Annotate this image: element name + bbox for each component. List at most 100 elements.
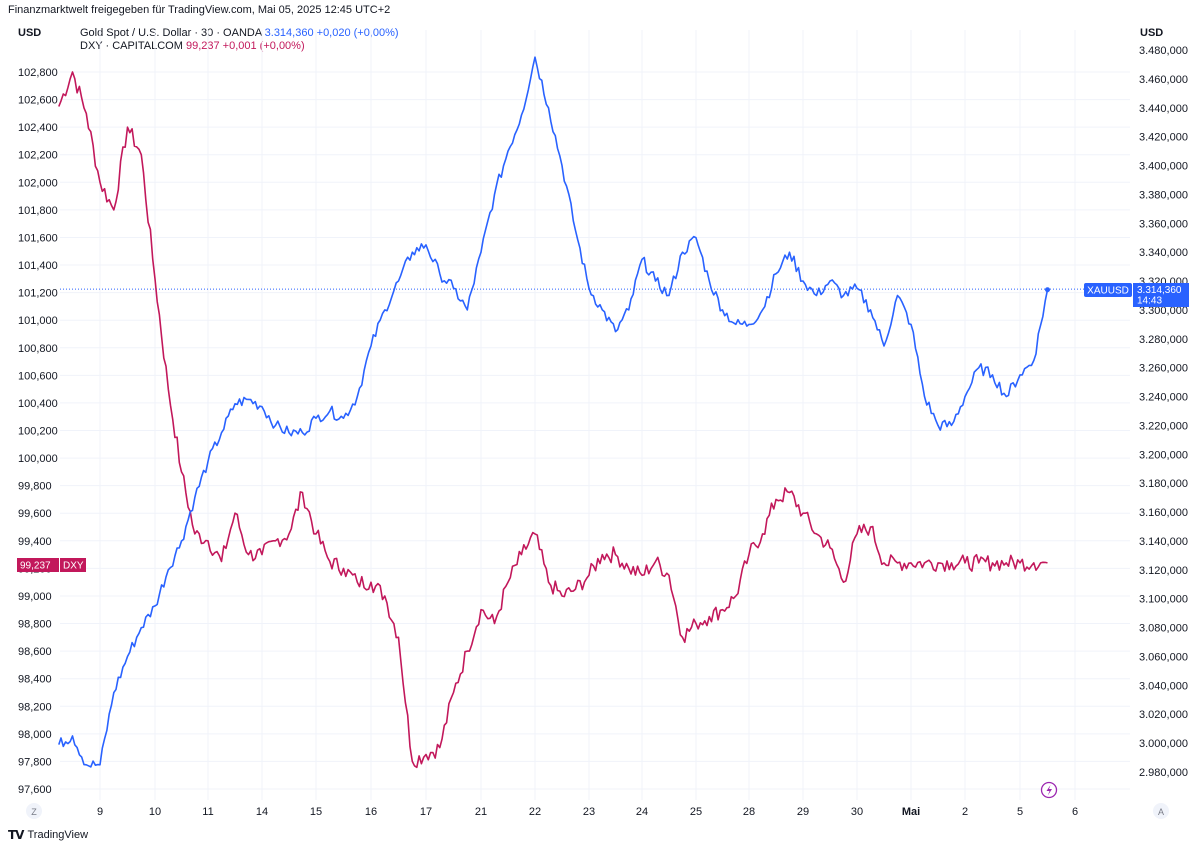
legend-dxy-label: DXY · CAPITALCOM bbox=[80, 40, 183, 52]
x-axis-tick-label: 5 bbox=[1017, 806, 1023, 818]
right-axis-tick-label: 3.080,000 bbox=[1139, 623, 1188, 635]
right-axis-tick-label: 2.980,000 bbox=[1139, 767, 1188, 779]
right-axis-tick-label: 3.020,000 bbox=[1139, 709, 1188, 721]
left-axis-tick-label: 102,000 bbox=[18, 177, 58, 189]
right-axis-tick-label: 3.320,000 bbox=[1139, 276, 1188, 288]
left-axis-tick-label: 101,600 bbox=[18, 232, 58, 244]
right-axis-tick-label: 3.240,000 bbox=[1139, 392, 1188, 404]
right-axis-tick-label: 3.060,000 bbox=[1139, 651, 1188, 663]
lightning-icon bbox=[1046, 785, 1052, 796]
right-axis-tick-label: 3.460,000 bbox=[1139, 74, 1188, 86]
dxy-symbol-badge bbox=[60, 558, 86, 572]
right-axis-tick-label: 3.440,000 bbox=[1139, 103, 1188, 115]
footer-brand-text: TradingView bbox=[27, 829, 89, 841]
left-axis-tick-label: 97,800 bbox=[18, 756, 52, 768]
right-axis-tick-label: 3.400,000 bbox=[1139, 161, 1188, 173]
left-axis-unit: USD bbox=[18, 27, 42, 39]
legend-gold-change: +0,020 (+0,00%) bbox=[316, 27, 399, 39]
right-axis-tick-label: 3.380,000 bbox=[1139, 189, 1188, 201]
x-axis-tick-label: 10 bbox=[149, 806, 161, 818]
x-axis-tick-label: 15 bbox=[310, 806, 322, 818]
x-axis-tick-label: 30 bbox=[851, 806, 863, 818]
left-axis-tick-label: 101,200 bbox=[18, 288, 58, 300]
left-axis-tick-label: 98,600 bbox=[18, 646, 52, 658]
left-axis-tick-label: 98,200 bbox=[18, 701, 52, 713]
right-axis-tick-label: 3.180,000 bbox=[1139, 478, 1188, 490]
left-axis-tick-label: 99,000 bbox=[18, 591, 52, 603]
xauusd-price-text: 3.314,360 bbox=[1137, 285, 1182, 296]
right-axis-tick-label: 3.360,000 bbox=[1139, 218, 1188, 230]
x-axis-tick-label: 29 bbox=[797, 806, 809, 818]
left-axis-tick-label: 102,600 bbox=[18, 95, 58, 107]
right-axis-tick-label: 3.260,000 bbox=[1139, 363, 1188, 375]
x-axis-tick-label: 11 bbox=[202, 806, 213, 818]
legend-dxy-price: 99,237 bbox=[185, 40, 220, 52]
x-axis-tick-label: 22 bbox=[529, 806, 541, 818]
dxy-price-badge bbox=[17, 558, 59, 572]
legend-dxy-row[interactable]: DXY · CAPITALCOM 99,237 +0,001 (+0,00%) bbox=[80, 40, 399, 53]
right-axis-tick-label: 3.120,000 bbox=[1139, 565, 1188, 577]
right-axis-tick-label: 3.220,000 bbox=[1139, 420, 1188, 432]
gold-series-line bbox=[58, 56, 1049, 768]
zoom-toggle-label: Z bbox=[31, 807, 37, 817]
right-axis-tick-label: 3.040,000 bbox=[1139, 680, 1188, 692]
dxy-series-line bbox=[58, 71, 1048, 769]
left-axis-tick-label: 102,800 bbox=[18, 67, 58, 79]
tradingview-logo-icon: 𝗧𝗩 bbox=[8, 828, 25, 842]
legend-gold-price: 3.314,360 bbox=[264, 27, 314, 39]
left-axis-tick-label: 99,400 bbox=[18, 536, 52, 548]
shared-by-text: Finanzmarktwelt freigegeben für TradingV… bbox=[8, 4, 391, 16]
x-axis-tick-label: 23 bbox=[583, 806, 595, 818]
x-axis-tick-label: 14 bbox=[256, 806, 268, 818]
right-axis-unit: USD bbox=[1140, 27, 1164, 39]
x-axis-tick-label: 28 bbox=[743, 806, 755, 818]
right-axis-tick-label: 3.300,000 bbox=[1139, 305, 1188, 317]
x-axis-tick-label: 9 bbox=[97, 806, 103, 818]
xauusd-symbol-text: XAUUSD bbox=[1087, 286, 1129, 297]
auto-scale-circle[interactable] bbox=[1153, 803, 1169, 819]
left-axis-tick-label: 100,400 bbox=[18, 398, 58, 410]
right-axis-tick-label: 3.100,000 bbox=[1139, 594, 1188, 606]
left-axis-tick-label: 101,800 bbox=[18, 205, 58, 217]
left-axis-tick-label: 100,600 bbox=[18, 370, 58, 382]
dxy-symbol-text: DXY bbox=[63, 561, 84, 572]
legend-gold-label: Gold Spot / U.S. Dollar · 30 · OANDA bbox=[80, 27, 262, 39]
x-axis-tick-label: 17 bbox=[420, 806, 432, 818]
xauusd-timer-text: 14:43 bbox=[1137, 296, 1162, 307]
x-axis-tick-label: 21 bbox=[475, 806, 487, 818]
xauusd-symbol-badge bbox=[1084, 283, 1132, 297]
lightning-button[interactable] bbox=[1040, 781, 1058, 799]
left-axis-tick-label: 100,200 bbox=[18, 426, 58, 438]
left-axis-tick-label: 100,000 bbox=[18, 453, 58, 465]
left-axis-tick-label: 101,400 bbox=[18, 260, 58, 272]
left-axis-tick-label: 100,800 bbox=[18, 343, 58, 355]
right-axis-tick-label: 3.140,000 bbox=[1139, 536, 1188, 548]
right-axis-tick-label: 3.480,000 bbox=[1139, 45, 1188, 57]
x-axis-tick-label: 25 bbox=[690, 806, 702, 818]
x-axis-tick-label: 24 bbox=[636, 806, 648, 818]
footer-brand[interactable]: 𝗧𝗩 TradingView bbox=[8, 828, 88, 842]
right-axis-tick-label: 3.420,000 bbox=[1139, 132, 1188, 144]
zoom-toggle-circle[interactable] bbox=[26, 803, 42, 819]
x-axis-tick-label: 6 bbox=[1072, 806, 1078, 818]
right-axis-tick-label: 3.280,000 bbox=[1139, 334, 1188, 346]
right-axis-tick-label: 3.200,000 bbox=[1139, 449, 1188, 461]
left-axis-tick-label: 101,000 bbox=[18, 315, 58, 327]
left-axis-tick-label: 97,600 bbox=[18, 784, 52, 796]
x-axis-tick-label: 2 bbox=[962, 806, 968, 818]
right-axis-tick-label: 3.340,000 bbox=[1139, 247, 1188, 259]
left-axis-tick-label: 102,200 bbox=[18, 150, 58, 162]
xauusd-price-badge bbox=[1133, 283, 1189, 307]
auto-scale-label: A bbox=[1158, 807, 1164, 817]
left-axis-tick-label: 102,400 bbox=[18, 122, 58, 134]
legend-gold-row[interactable]: Gold Spot / U.S. Dollar · 30 · OANDA 3.3… bbox=[80, 27, 399, 40]
left-axis-tick-label: 99,600 bbox=[18, 508, 52, 520]
chart-legend: Gold Spot / U.S. Dollar · 30 · OANDA 3.3… bbox=[80, 27, 399, 53]
gold-last-point bbox=[1045, 287, 1050, 293]
left-axis-tick-label: 98,400 bbox=[18, 674, 52, 686]
legend-dxy-change: +0,001 (+0,00%) bbox=[222, 40, 305, 52]
right-axis-tick-label: 3.000,000 bbox=[1139, 738, 1188, 750]
right-axis-tick-label: 3.160,000 bbox=[1139, 507, 1188, 519]
left-axis-tick-label: 98,800 bbox=[18, 619, 52, 631]
